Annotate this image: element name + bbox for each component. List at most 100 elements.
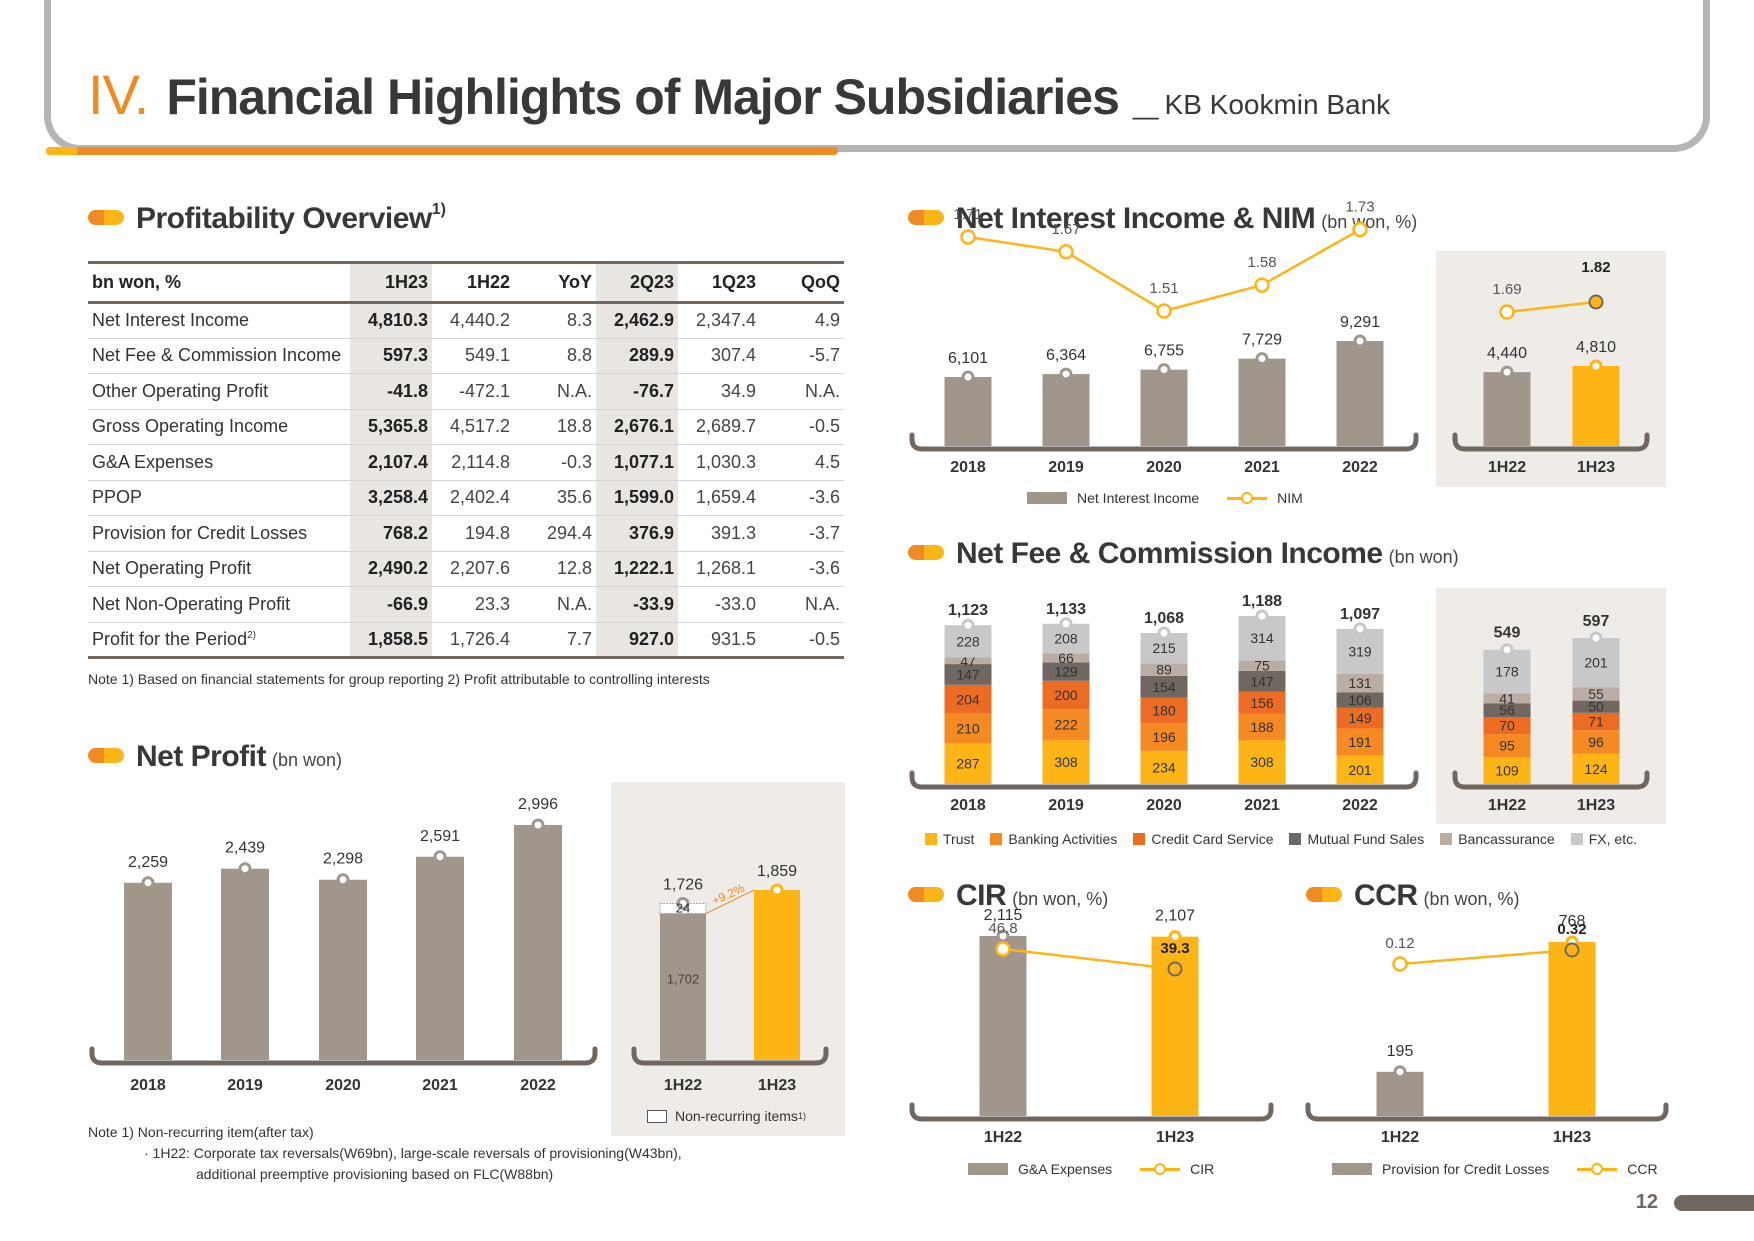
bullet-pill-icon [908, 545, 944, 560]
page-tab-decoration [1674, 1195, 1754, 1211]
table-cell: -472.1 [432, 373, 514, 410]
table-row: Net Operating Profit 2,490.2 2,207.6 12.8 1,… [88, 551, 844, 587]
segment-label: 204 [956, 691, 980, 707]
nim-point [1352, 221, 1368, 238]
table-cell: -0.5 [760, 409, 844, 445]
legend-label: Trust [943, 831, 975, 847]
table-cell: 8.3 [514, 302, 596, 339]
ratio-label: 39.3 [1160, 940, 1189, 957]
nim-label: 1.67 [1051, 221, 1080, 238]
value-label: 2,115 [984, 907, 1023, 924]
page-title: IV. Financial Highlights of Major Subsid… [88, 62, 1390, 132]
segment-mutual-fund-sales [944, 664, 992, 685]
bar-top-marker [1589, 631, 1603, 645]
segment-label: 178 [1495, 664, 1519, 680]
table-cell: 289.9 [596, 338, 678, 374]
table-cell: 1,030.3 [678, 444, 760, 481]
table-cell: 1,077.1 [596, 444, 678, 481]
segment-label: 191 [1348, 734, 1372, 750]
table-cell: -76.7 [596, 373, 678, 410]
value-label: 768 [1559, 913, 1586, 930]
x-tick-label: 2019 [1048, 797, 1084, 814]
table-cell: N.A. [760, 586, 844, 623]
x-tick-label: 2022 [1342, 459, 1378, 476]
table-cell: 2,207.6 [432, 551, 514, 587]
row-label-text: Other Operating Profit [92, 380, 269, 401]
table-cell: -33.9 [596, 586, 678, 623]
x-axis-bracket [909, 432, 1419, 452]
bar-top-marker [336, 873, 350, 887]
segment-banking-activities [1336, 728, 1384, 756]
x-axis-bracket [1452, 432, 1650, 452]
table-cell: 1,222.1 [596, 551, 678, 587]
value-label: 9,291 [1340, 314, 1380, 331]
bar-top-marker [1353, 622, 1367, 636]
x-tick-label: 1H22 [664, 1077, 702, 1094]
value-label: 4,440 [1487, 345, 1527, 362]
line-point [1564, 942, 1580, 958]
segment-label: 55 [1588, 686, 1604, 702]
table-cell: 2,107.4 [350, 444, 432, 481]
segment-credit-card-service [944, 684, 992, 714]
segment-mutual-fund-sales [1336, 692, 1384, 708]
segment-trust [1238, 740, 1286, 784]
segment-label: 89 [1156, 662, 1172, 678]
table-cell: 2,402.4 [432, 480, 514, 516]
legend-swatch [925, 833, 937, 845]
total-label: 1,123 [948, 602, 988, 619]
segment-bancassurance [1336, 673, 1384, 693]
table-cell: 4.9 [760, 302, 844, 339]
bar-top-marker [531, 818, 545, 832]
table-cell: 931.5 [678, 622, 760, 659]
fee-legend: Trust Banking Activities Credit Card Servi… [925, 831, 1653, 847]
title-separator: _ [1132, 72, 1159, 124]
table-cell: -5.7 [760, 338, 844, 374]
segment-label: 200 [1054, 687, 1078, 703]
page-number: 12 [1635, 1191, 1658, 1213]
legend-item: Bancassurance [1440, 831, 1555, 847]
fee-income-title: Net Fee & Commission Income (bn won) [908, 537, 1459, 571]
table-cell: 12.8 [514, 551, 596, 587]
value-label: 6,755 [1144, 343, 1184, 360]
x-tick-label: 2022 [1342, 797, 1378, 814]
table-cell: 376.9 [596, 515, 678, 552]
cir-line [1002, 947, 1176, 971]
ccr-line [1399, 948, 1573, 966]
bar-top-marker [1059, 367, 1073, 381]
net-profit-half-year-panel [611, 782, 845, 1136]
segment-bancassurance [1042, 653, 1090, 663]
ccr-title: CCR (bn won, %) [1306, 879, 1520, 913]
segment-mutual-fund-sales [1042, 662, 1090, 681]
table-cell: 8.8 [514, 338, 596, 374]
nim-point [1058, 244, 1074, 260]
segment-label: 131 [1348, 675, 1372, 691]
nim-label: 1.58 [1247, 254, 1276, 271]
legend-swatch [1289, 833, 1302, 845]
legend-swatch [1570, 833, 1583, 845]
table-note: Note 1) Based on financial statements fo… [88, 671, 710, 687]
column-header: 1H23 [350, 261, 432, 304]
bar-top-marker [961, 370, 975, 384]
table-cell: -3.6 [760, 551, 844, 587]
total-label: 597 [1583, 613, 1610, 630]
segment-banking-activities [1238, 713, 1286, 741]
table-cell: -33.0 [678, 586, 760, 623]
x-tick-label: 2019 [227, 1077, 263, 1094]
legend-label: Banking Activities [1008, 831, 1118, 847]
bar-top-marker [141, 876, 155, 890]
unit-label: (bn won, %) [1012, 889, 1109, 909]
ratio-label: 0.32 [1557, 921, 1586, 938]
segment-label: 149 [1348, 710, 1372, 726]
nim-point [960, 229, 976, 245]
line-point [1392, 956, 1408, 972]
unit-label: (bn won) [1388, 547, 1459, 567]
value-label: 2,439 [225, 840, 265, 857]
legend-line-swatch [1577, 1163, 1618, 1175]
row-label-text: Net Fee & Commission Income [92, 345, 342, 366]
table-row: G&A Expenses 2,107.4 2,114.8 -0.3 1,077.1 1,0… [88, 444, 844, 481]
segment-trust [1140, 750, 1188, 784]
x-tick-label: 2022 [520, 1077, 556, 1094]
x-tick-label: 2018 [950, 459, 986, 476]
